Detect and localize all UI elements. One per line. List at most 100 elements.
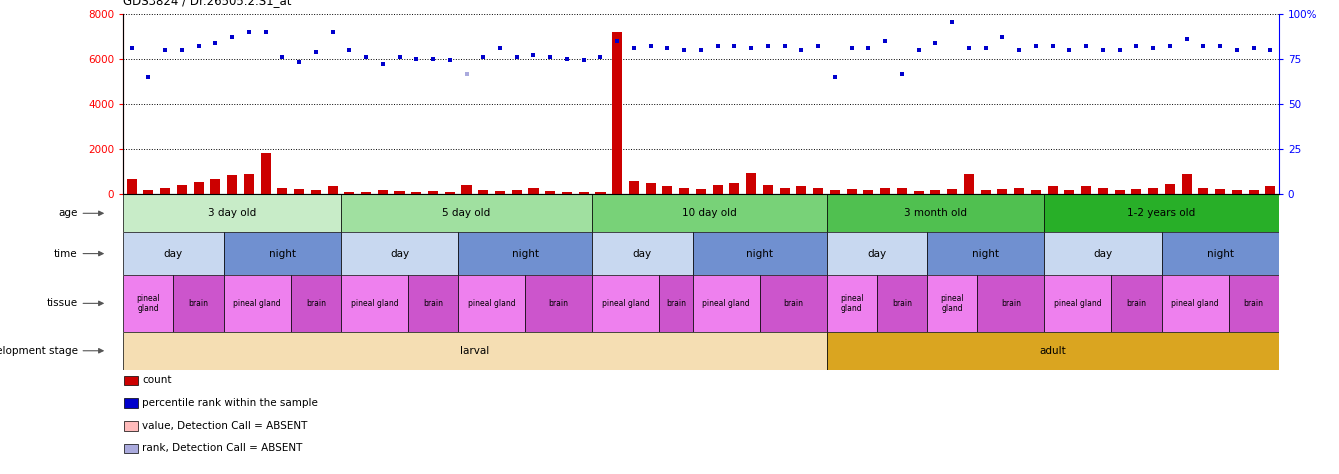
Text: brain: brain bbox=[305, 299, 325, 308]
Text: brain: brain bbox=[549, 299, 569, 308]
Text: night: night bbox=[269, 248, 296, 259]
Bar bbox=[127, 179, 137, 194]
Point bbox=[556, 55, 577, 63]
Bar bbox=[1214, 189, 1225, 194]
Bar bbox=[341, 194, 592, 232]
Bar bbox=[125, 398, 138, 408]
Bar bbox=[1065, 190, 1074, 194]
Point bbox=[691, 46, 712, 54]
Text: night: night bbox=[972, 248, 999, 259]
Point bbox=[740, 44, 762, 52]
Point bbox=[975, 44, 996, 52]
Text: 3 day old: 3 day old bbox=[208, 208, 256, 219]
Text: pineal
gland: pineal gland bbox=[940, 294, 964, 313]
Point bbox=[171, 46, 193, 54]
Point bbox=[1227, 46, 1248, 54]
Bar bbox=[846, 189, 857, 194]
Text: pineal
gland: pineal gland bbox=[137, 294, 161, 313]
Bar bbox=[261, 153, 270, 194]
Text: larval: larval bbox=[461, 346, 490, 356]
Bar bbox=[1232, 190, 1241, 194]
Point bbox=[1160, 42, 1181, 50]
Bar bbox=[1165, 184, 1174, 194]
Text: day: day bbox=[1094, 248, 1113, 259]
Bar bbox=[445, 192, 455, 194]
Point bbox=[874, 37, 896, 45]
Point bbox=[724, 42, 746, 50]
Bar bbox=[408, 275, 458, 332]
Text: brain: brain bbox=[783, 299, 803, 308]
Text: pineal gland: pineal gland bbox=[1172, 299, 1218, 308]
Bar bbox=[927, 275, 977, 332]
Bar bbox=[244, 174, 254, 194]
Bar bbox=[1161, 275, 1228, 332]
Point bbox=[589, 53, 611, 61]
Point bbox=[473, 53, 494, 61]
Bar bbox=[679, 188, 690, 194]
Text: pineal gland: pineal gland bbox=[601, 299, 649, 308]
Point bbox=[640, 42, 661, 50]
Text: brain: brain bbox=[1126, 299, 1146, 308]
Text: adult: adult bbox=[1039, 346, 1066, 356]
Bar bbox=[779, 188, 790, 194]
Text: pineal gland: pineal gland bbox=[351, 299, 398, 308]
Bar bbox=[458, 275, 525, 332]
Text: tissue: tissue bbox=[47, 298, 78, 309]
Bar bbox=[712, 185, 723, 194]
Bar bbox=[1228, 275, 1279, 332]
Bar bbox=[161, 188, 170, 194]
Point bbox=[674, 46, 695, 54]
Text: day: day bbox=[390, 248, 410, 259]
Point bbox=[339, 46, 360, 54]
Bar bbox=[1111, 275, 1161, 332]
Bar bbox=[931, 190, 940, 194]
Bar bbox=[228, 175, 237, 194]
Text: 3 month old: 3 month old bbox=[904, 208, 967, 219]
Bar bbox=[826, 194, 1044, 232]
Point bbox=[841, 44, 862, 52]
Bar bbox=[458, 232, 592, 275]
Point bbox=[439, 56, 461, 64]
Bar bbox=[125, 421, 138, 430]
Bar bbox=[730, 183, 739, 194]
Bar bbox=[177, 185, 187, 194]
Bar bbox=[210, 179, 221, 194]
Point bbox=[959, 44, 980, 52]
Text: pineal
gland: pineal gland bbox=[840, 294, 864, 313]
Bar bbox=[125, 444, 138, 453]
Bar bbox=[1148, 188, 1158, 194]
Bar bbox=[797, 186, 806, 194]
Text: day: day bbox=[163, 248, 183, 259]
Point bbox=[221, 33, 242, 41]
Bar bbox=[826, 232, 927, 275]
Bar bbox=[659, 275, 692, 332]
Point bbox=[892, 70, 913, 78]
Point bbox=[305, 49, 327, 56]
Bar bbox=[123, 232, 224, 275]
Bar bbox=[1181, 174, 1192, 194]
Bar bbox=[1248, 190, 1259, 194]
Point bbox=[1126, 42, 1148, 50]
Bar bbox=[826, 332, 1279, 370]
Bar bbox=[1131, 189, 1141, 194]
Bar bbox=[428, 191, 438, 194]
Bar bbox=[362, 192, 371, 194]
Bar bbox=[877, 275, 927, 332]
Bar bbox=[947, 189, 957, 194]
Text: pineal gland: pineal gland bbox=[702, 299, 750, 308]
Bar bbox=[830, 190, 840, 194]
Bar bbox=[1044, 232, 1161, 275]
Bar bbox=[143, 190, 154, 194]
Point bbox=[791, 46, 813, 54]
Point bbox=[455, 70, 477, 78]
Text: night: night bbox=[511, 248, 538, 259]
Point bbox=[1176, 35, 1197, 43]
Bar bbox=[763, 185, 773, 194]
Point bbox=[858, 44, 880, 52]
Point bbox=[254, 28, 276, 36]
Text: night: night bbox=[746, 248, 773, 259]
Point bbox=[489, 44, 510, 52]
Point bbox=[372, 60, 394, 68]
Bar bbox=[759, 275, 826, 332]
Bar bbox=[125, 375, 138, 385]
